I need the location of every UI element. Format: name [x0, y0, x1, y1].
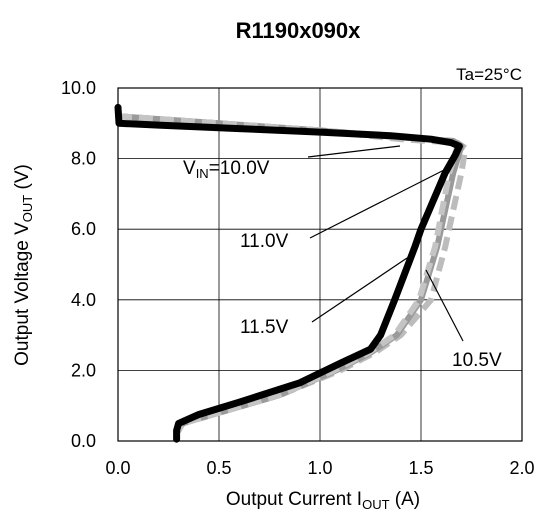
- series-line-10-0V: [114, 103, 463, 443]
- annotation-leader-3: [425, 269, 464, 342]
- y-tick-labels: 0.0 2.0 4.0 6.0 8.0 10.0: [61, 78, 96, 451]
- annotation-leader-2: [311, 257, 408, 323]
- y-axis-label-sub: OUT: [20, 195, 35, 223]
- y-axis-label: Output Voltage VOUT (V): [12, 164, 35, 366]
- annotation-label-0: VIN=10.0V: [183, 158, 270, 181]
- y-axis-label-unit: (V): [12, 164, 33, 195]
- x-tick-label-0: 0.0: [105, 458, 130, 478]
- chart-title: R1190x090x: [236, 18, 362, 43]
- x-tick-labels: 0.0 0.5 1.0 1.5 2.0: [105, 458, 534, 478]
- annotation-label-1: 11.0V: [240, 231, 289, 252]
- x-axis-label: Output Current IOUT (A): [226, 489, 420, 512]
- x-axis-label-unit: (A): [390, 489, 421, 510]
- annotation-leader-0: [307, 145, 401, 158]
- condition-label: Ta=25°C: [456, 65, 522, 84]
- series-layer: [114, 103, 469, 443]
- y-axis-label-main: Output Voltage V: [12, 222, 33, 366]
- y-tick-label-0: 0.0: [71, 431, 96, 451]
- x-tick-label-1: 0.5: [206, 458, 231, 478]
- x-axis-label-sub: OUT: [362, 497, 390, 512]
- annotation-leader-1: [309, 167, 449, 239]
- annotation-label-3: 10.5V: [452, 350, 502, 371]
- y-tick-label-2: 4.0: [71, 290, 96, 310]
- x-tick-label-4: 2.0: [509, 458, 534, 478]
- x-axis-label-main: Output Current I: [226, 489, 362, 510]
- y-tick-label-3: 6.0: [71, 219, 96, 239]
- y-tick-label-5: 10.0: [61, 78, 96, 98]
- grid: [117, 87, 523, 442]
- annotation-label-2: 11.5V: [240, 317, 289, 338]
- annotation-layer: VIN=10.0V 11.0V 11.5V 10.5V: [183, 145, 502, 371]
- plot-frame: [117, 87, 523, 442]
- y-tick-label-4: 8.0: [71, 149, 96, 169]
- y-tick-label-1: 2.0: [71, 360, 96, 380]
- x-tick-label-3: 1.5: [408, 458, 433, 478]
- x-tick-label-2: 1.0: [307, 458, 332, 478]
